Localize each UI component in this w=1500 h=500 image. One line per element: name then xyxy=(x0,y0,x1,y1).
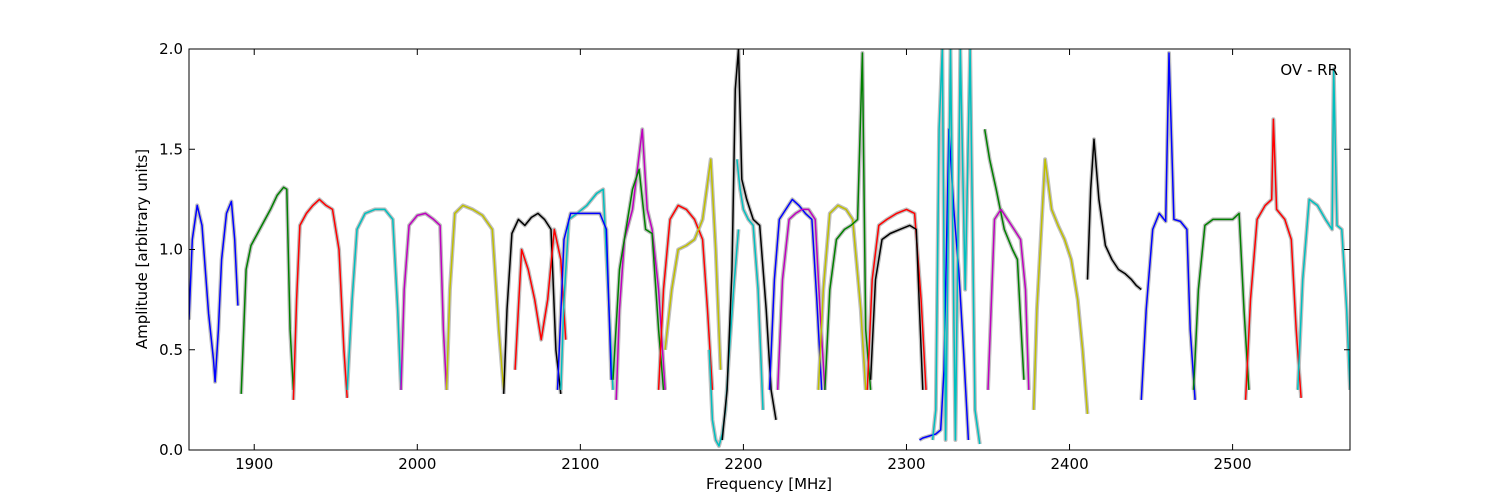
series-line-29 xyxy=(1086,138,1142,291)
series-line-28 xyxy=(1032,158,1089,414)
series-line-1 xyxy=(189,200,239,383)
series-line-4 xyxy=(346,208,402,390)
x-tick-label: 2400 xyxy=(1050,455,1088,473)
series-line-16 xyxy=(721,49,777,441)
chart-annotation: OV - RR xyxy=(1280,61,1338,79)
series-line-30 xyxy=(1140,52,1196,400)
series-line-17 xyxy=(736,159,764,410)
y-axis-label: Amplitude [arbitrary units] xyxy=(133,149,151,349)
x-tick-label: 2000 xyxy=(398,455,436,473)
series-line-5 xyxy=(400,212,448,390)
series-line-26 xyxy=(983,129,1025,380)
series-line-32 xyxy=(1244,118,1302,400)
series-line-6 xyxy=(445,204,505,390)
series-line-22 xyxy=(866,208,927,390)
y-tick-label: 1.5 xyxy=(159,140,183,158)
x-tick-label: 2300 xyxy=(887,455,925,473)
series-line-13 xyxy=(657,204,714,390)
y-tick-label: 0.5 xyxy=(159,341,183,359)
series-line-24 xyxy=(919,128,970,441)
series-line-25 xyxy=(931,49,981,445)
y-axis: 0.0 0.5 1.0 1.5 2.0 xyxy=(159,40,1350,459)
series-line-7 xyxy=(502,212,562,394)
y-tick-label: 0.0 xyxy=(159,441,183,459)
y-tick-label: 2.0 xyxy=(159,40,183,58)
series-line-8 xyxy=(514,228,567,370)
x-axis: 1900 2000 2100 2200 2300 2400 2500 xyxy=(235,49,1252,473)
series-line-19 xyxy=(776,208,826,390)
x-axis-label: Frequency [MHz] xyxy=(706,475,832,493)
series-line-2 xyxy=(240,186,295,394)
x-tick-label: 2100 xyxy=(561,455,599,473)
series-line-20 xyxy=(817,204,867,390)
series-line-10 xyxy=(556,212,613,390)
y-tick-label: 1.0 xyxy=(159,241,183,259)
series-line-12 xyxy=(612,168,665,390)
x-tick-label: 1900 xyxy=(235,455,273,473)
series-line-14 xyxy=(664,158,722,370)
series-line-18 xyxy=(768,198,823,390)
series-line-3 xyxy=(292,198,348,400)
x-tick-label: 2200 xyxy=(724,455,762,473)
series-line-21 xyxy=(824,52,872,390)
series-line-31 xyxy=(1192,212,1250,390)
series-layer xyxy=(189,49,1350,447)
series-line-9 xyxy=(560,188,614,390)
series-line-33 xyxy=(1297,68,1350,390)
series-line-23 xyxy=(869,224,924,390)
series-line-11 xyxy=(615,128,666,400)
series-line-27 xyxy=(987,208,1030,390)
x-tick-label: 2500 xyxy=(1214,455,1252,473)
